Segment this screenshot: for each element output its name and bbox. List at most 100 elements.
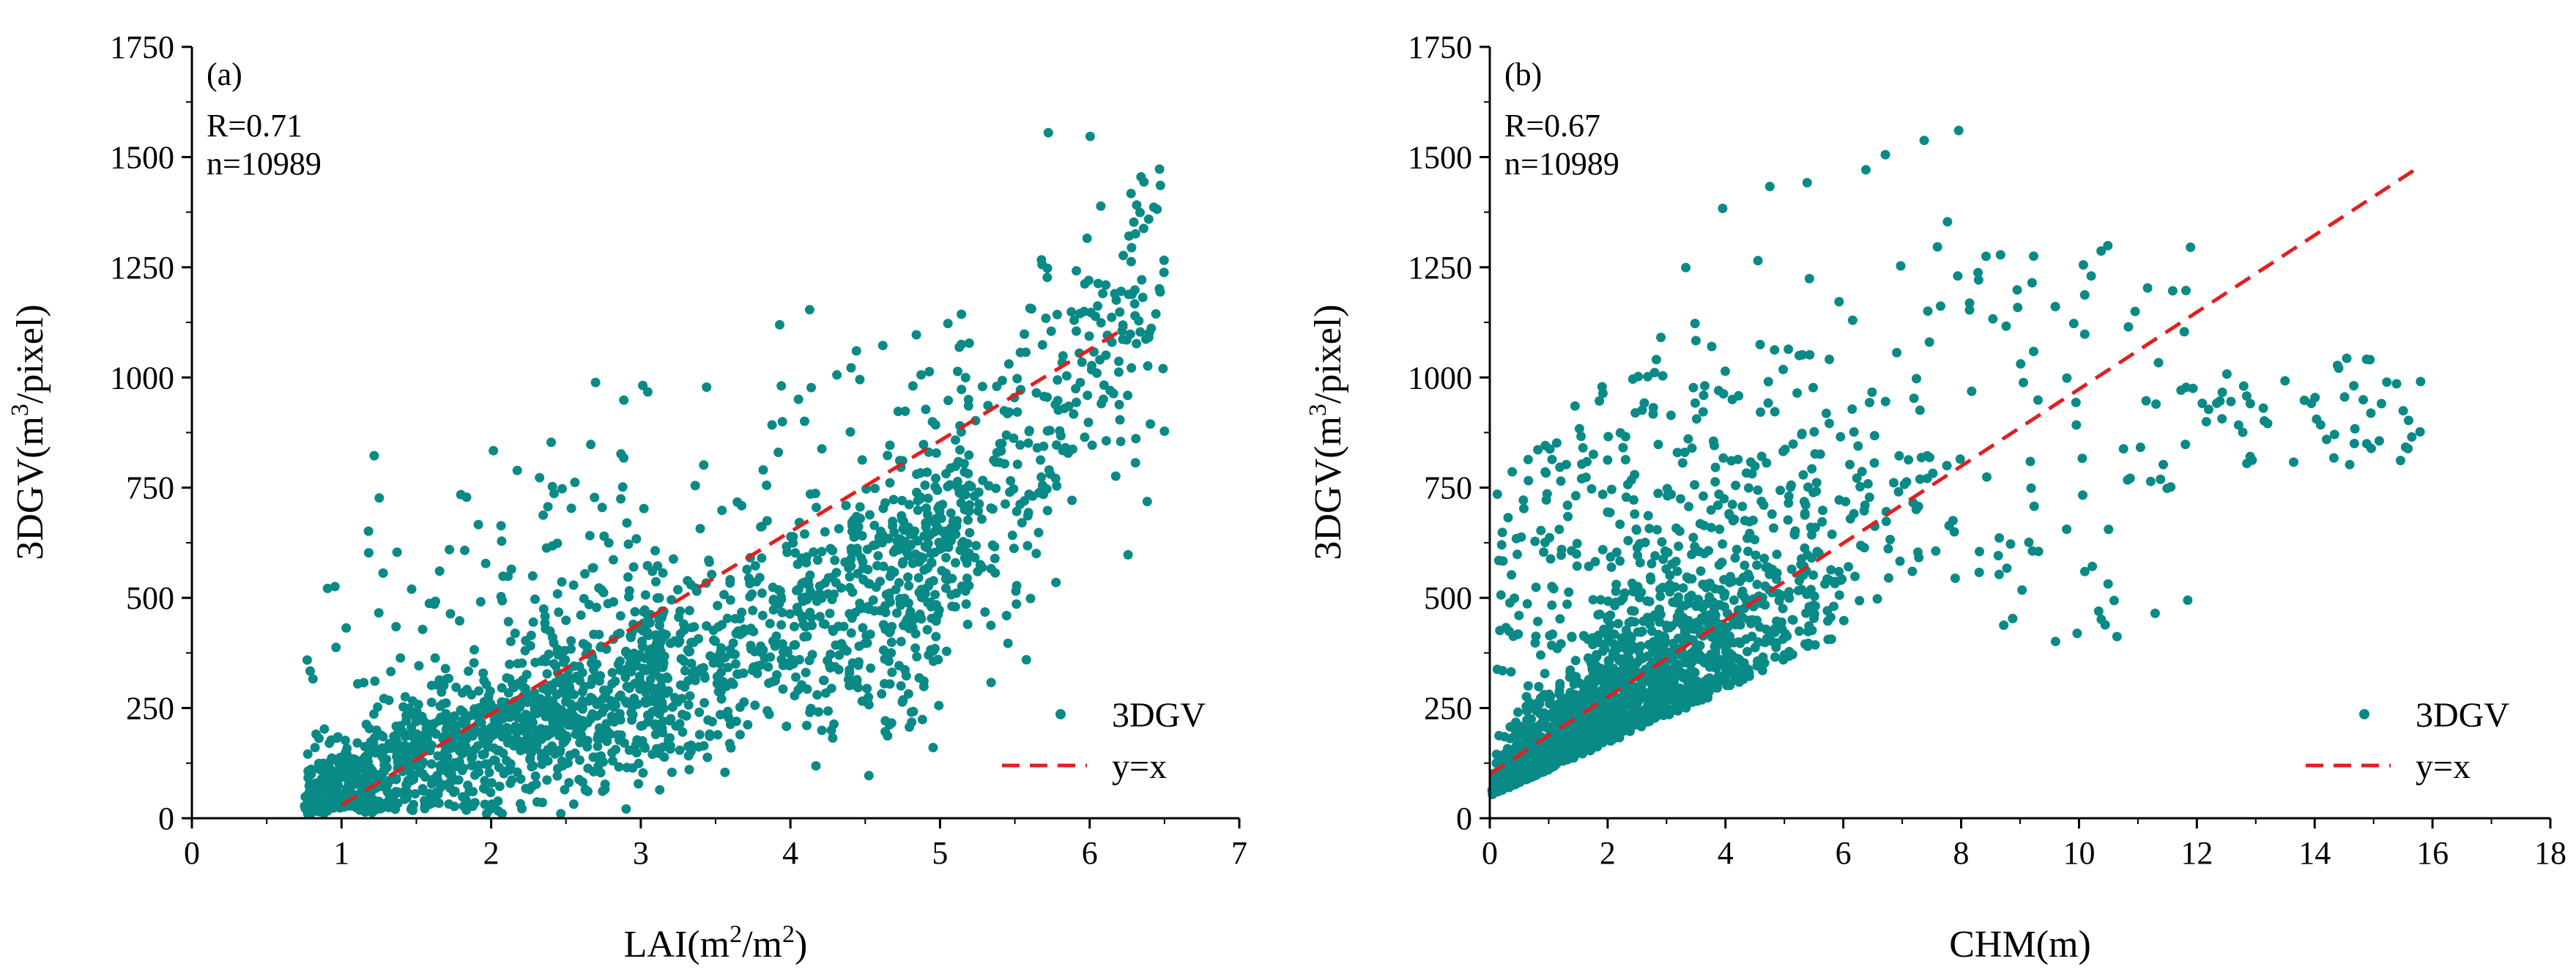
scatter-point [1776, 590, 1786, 601]
scatter-point [1922, 473, 1932, 483]
scatter-point [1686, 648, 1696, 659]
scatter-point [1805, 349, 1815, 360]
scatter-point [1721, 630, 1731, 640]
scatter-point [1556, 738, 1566, 748]
scatter-point [540, 611, 550, 621]
scatter-point [656, 646, 666, 656]
scatter-point [2332, 360, 2342, 371]
scatter-point [2201, 417, 2211, 427]
scatter-point [2167, 286, 2178, 296]
scatter-point [845, 582, 855, 593]
scatter-point [920, 480, 930, 490]
scatter-point [942, 538, 952, 548]
scatter-point [716, 710, 725, 720]
scatter-point [725, 719, 735, 730]
scatter-point [1606, 484, 1617, 494]
scatter-point [1730, 553, 1740, 563]
scatter-point [1767, 509, 1777, 519]
scatter-point [1714, 385, 1723, 396]
scatter-point [480, 558, 491, 568]
scatter-point [1138, 223, 1148, 234]
scatter-point [805, 570, 815, 580]
scatter-point [1517, 760, 1526, 770]
scatter-point [1563, 511, 1573, 522]
scatter-point [1536, 525, 1546, 535]
scatter-point [1588, 595, 1598, 605]
scatter-point [658, 630, 668, 640]
scatter-point [1597, 544, 1608, 555]
scatter-point [1932, 242, 1942, 252]
scatter-point [1964, 298, 1975, 308]
scatter-point [580, 568, 590, 579]
scatter-point [1614, 675, 1625, 686]
scatter-point [538, 700, 548, 711]
scatter-point [351, 772, 361, 782]
scatter-point [1502, 779, 1512, 789]
scatter-point [1533, 445, 1543, 455]
scatter-point [1518, 495, 1529, 505]
scatter-point [590, 492, 600, 503]
scatter-point [2130, 306, 2140, 316]
scatter-point [1662, 483, 1672, 494]
scatter-point [2071, 397, 2081, 407]
scatter-point [959, 459, 969, 469]
scatter-point [989, 455, 999, 465]
scatter-point [1039, 391, 1049, 401]
scatter-point [654, 620, 664, 631]
scatter-point [1007, 530, 1017, 541]
scatter-point [823, 656, 833, 666]
scatter-point [398, 758, 409, 768]
scatter-point [512, 735, 522, 745]
scatter-point [1701, 616, 1711, 626]
scatter-point [1827, 529, 1837, 539]
scatter-point [1658, 371, 1668, 381]
scatter-point [1495, 626, 1505, 636]
scatter-point [953, 366, 962, 377]
scatter-point [1719, 656, 1729, 666]
scatter-point [930, 590, 940, 600]
scatter-point [1077, 357, 1087, 367]
scatter-point [757, 522, 767, 532]
scatter-point [1099, 380, 1109, 390]
scatter-point [1114, 356, 1124, 366]
scatter-point [488, 721, 498, 731]
scatter-point [1649, 368, 1660, 378]
scatter-point [1603, 455, 1613, 465]
scatter-point [1143, 214, 1154, 224]
scatter-point [1548, 727, 1559, 737]
scatter-point [846, 628, 856, 638]
scatter-point [809, 547, 819, 557]
scatter-point [806, 382, 816, 393]
scatter-point [566, 636, 576, 646]
scatter-point [490, 756, 500, 765]
scatter-point [478, 668, 489, 678]
scatter-point [1772, 549, 1782, 560]
scatter-point [2310, 393, 2320, 403]
scatter-point [1540, 715, 1550, 725]
scatter-point [728, 679, 738, 689]
scatter-point [1015, 440, 1025, 450]
scatter-point [396, 653, 406, 663]
scatter-point [623, 572, 633, 582]
scatter-point [638, 768, 648, 778]
scatter-point [2072, 629, 2082, 639]
scatter-point [885, 478, 895, 488]
panel-b-legend: 3DGV y=x [2306, 696, 2509, 786]
scatter-point [728, 649, 738, 659]
scatter-point [1598, 388, 1608, 398]
scatter-point [1729, 595, 1739, 605]
scatter-point [1915, 474, 1925, 484]
scatter-point [1554, 757, 1564, 767]
scatter-point [957, 385, 967, 395]
scatter-point [801, 667, 811, 678]
scatter-point [305, 779, 315, 789]
scatter-point [1603, 615, 1613, 625]
scatter-point [745, 592, 755, 602]
scatter-point [1783, 492, 1794, 501]
scatter-point [1012, 581, 1022, 590]
scatter-point [1764, 182, 1775, 192]
scatter-point [1510, 593, 1520, 604]
scatter-point [1798, 470, 1808, 480]
scatter-point [1531, 582, 1541, 593]
scatter-point [765, 652, 776, 662]
